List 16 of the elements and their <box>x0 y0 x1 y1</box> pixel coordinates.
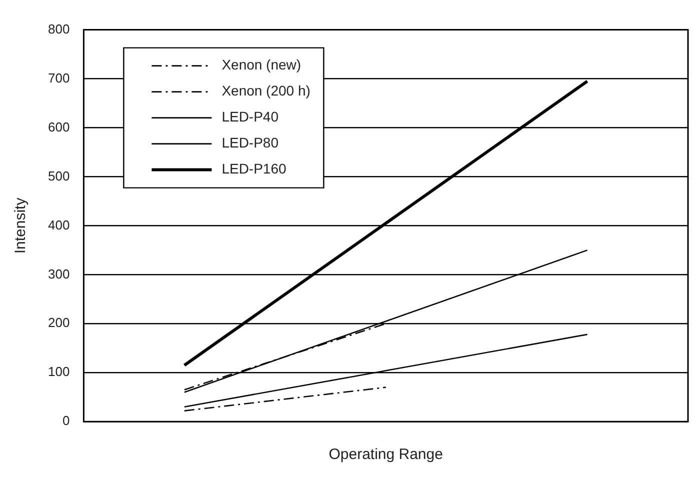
legend-label: LED-P160 <box>222 160 286 177</box>
legend-label: LED-P40 <box>222 108 279 125</box>
y-tick-label: 200 <box>48 315 70 330</box>
x-axis-title: Operating Range <box>328 446 443 464</box>
y-tick-label: 100 <box>48 364 70 380</box>
y-tick-label: 400 <box>48 217 70 232</box>
y-axis-title: Intensity <box>12 197 30 254</box>
y-tick-label: 0 <box>62 413 70 428</box>
legend-label: LED-P80 <box>222 134 279 151</box>
y-tick-label: 800 <box>48 21 70 36</box>
y-tick-label: 300 <box>48 266 70 282</box>
legend-label: Xenon (new) <box>222 56 302 73</box>
y-tick-label: 500 <box>48 168 70 184</box>
legend-label: Xenon (200 h) <box>222 82 310 99</box>
y-tick-label: 600 <box>48 119 70 134</box>
y-tick-label: 700 <box>48 70 70 86</box>
